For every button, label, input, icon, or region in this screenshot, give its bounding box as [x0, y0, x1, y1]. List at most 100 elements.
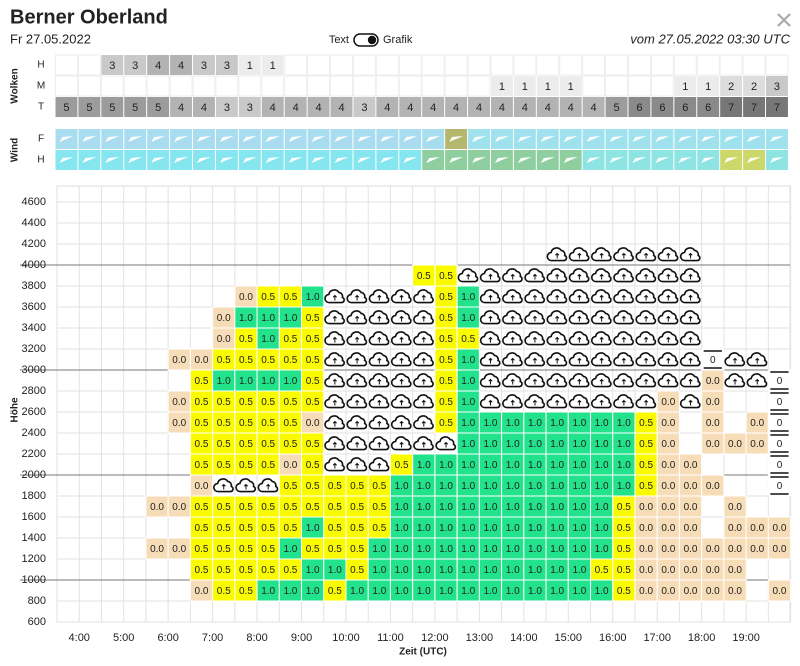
cell-value: 1.0	[372, 565, 386, 576]
cell-value: 1.0	[461, 460, 475, 471]
cell-value: 1.0	[283, 313, 297, 324]
cloud-value: 1	[270, 60, 276, 72]
cloud-cell	[628, 97, 651, 117]
wind-cell	[307, 129, 330, 149]
cell-value: 1.0	[261, 313, 275, 324]
cell-value: 1.0	[572, 439, 586, 450]
cloud-cell	[352, 75, 376, 97]
cloud-cell	[720, 97, 743, 117]
cell-value: 1.0	[484, 418, 498, 429]
cloud-cell	[170, 97, 193, 117]
cell-value: 0	[777, 376, 783, 387]
cell-value: 0.0	[750, 418, 764, 429]
cell-value: 0.5	[283, 292, 297, 303]
wind-cell	[445, 150, 468, 170]
cell-value: 0.5	[306, 502, 320, 513]
y-tick-label: 3800	[22, 280, 46, 292]
x-tick-label: 19:00	[732, 632, 760, 644]
cloud-value: 4	[545, 102, 551, 114]
cloud-cell	[766, 97, 788, 117]
cell-value: 0.0	[661, 544, 675, 555]
cell-value: 0.0	[684, 502, 698, 513]
cloud-cell	[147, 55, 170, 75]
wind-arrow	[59, 136, 74, 142]
wind-arrow	[151, 136, 166, 142]
cell-value: 0.5	[439, 418, 453, 429]
cloud-cell	[421, 54, 445, 76]
cloud-cell	[147, 97, 170, 117]
cell-value: 0.5	[306, 376, 320, 387]
wind-cell	[284, 150, 307, 170]
cell-value: 1.0	[484, 523, 498, 534]
cloud-value: 5	[132, 102, 138, 114]
cloud-cell	[238, 97, 261, 117]
cloud-cell	[719, 54, 743, 76]
toggle-knob	[367, 35, 377, 45]
cell-value: 1.0	[461, 523, 475, 534]
x-tick-label: 4:00	[69, 632, 90, 644]
cell-value: 1.0	[461, 586, 475, 597]
close-button[interactable]	[777, 13, 791, 27]
y-tick-label: 1600	[22, 511, 46, 523]
cloud-value: 6	[659, 102, 665, 114]
cell-value: 1.0	[528, 460, 542, 471]
y-tick-label: 4600	[22, 196, 46, 208]
cloud-value: 4	[270, 102, 276, 114]
cell-value: 1.0	[506, 418, 520, 429]
wind-arrow	[59, 157, 74, 163]
cell-value: 1.0	[439, 565, 453, 576]
cell-value: 1.0	[484, 502, 498, 513]
cell-value: 0.5	[239, 397, 253, 408]
cell-value: 1.0	[395, 481, 409, 492]
cell-value: 0.0	[706, 418, 720, 429]
cell-value: 0.5	[283, 481, 297, 492]
cell-value: 0	[710, 355, 716, 366]
cell-value: 0.5	[195, 544, 209, 555]
wind-arrow	[655, 157, 670, 163]
cell-value: 0.5	[195, 439, 209, 450]
toggle-grafik[interactable]: Grafik	[383, 34, 413, 46]
cell-value: 1.0	[550, 418, 564, 429]
cell-value: 0.0	[728, 439, 742, 450]
y-tick-label: 600	[28, 616, 46, 628]
cloud-cell	[650, 54, 674, 76]
cell-value: 0.5	[639, 439, 653, 450]
cell-value: 0.0	[172, 502, 186, 513]
wind-cell	[307, 150, 330, 170]
cloud-value: 6	[682, 102, 688, 114]
cloud-cell	[375, 75, 399, 97]
cloud-cell	[559, 97, 582, 117]
cloud-cell	[101, 55, 124, 75]
cell-value: 0.5	[439, 292, 453, 303]
cell-value: 1.0	[528, 586, 542, 597]
cell-value: 1.0	[439, 544, 453, 555]
cell-value: 1.0	[395, 565, 409, 576]
cell-value: 0.0	[706, 397, 720, 408]
cell-value: 0.5	[306, 334, 320, 345]
cloud-cell	[743, 76, 766, 96]
cloud-cell	[742, 54, 766, 76]
wind-arrow	[128, 157, 143, 163]
x-tick-label: 12:00	[421, 632, 449, 644]
cell-value: 0.5	[261, 355, 275, 366]
cell-value: 0.5	[239, 418, 253, 429]
toggle-text[interactable]: Text	[329, 34, 349, 46]
cloud-value: 5	[155, 102, 161, 114]
cloud-value: 1	[247, 60, 253, 72]
cell-value: 0.5	[306, 481, 320, 492]
wind-cell	[445, 129, 468, 149]
cell-value: 0.5	[306, 313, 320, 324]
cell-value: 0.5	[239, 439, 253, 450]
cell-value: 1.0	[417, 502, 431, 513]
cloud-cell	[421, 75, 445, 97]
wind-arrow	[540, 136, 555, 142]
cell-value: 1.0	[595, 418, 609, 429]
y-axis-label: Höhe	[10, 397, 21, 422]
wind-cell	[468, 150, 490, 170]
cloud-cell	[55, 54, 78, 76]
wind-arrow	[242, 136, 257, 142]
cell-value: 0.0	[217, 334, 231, 345]
wind-arrow	[655, 136, 670, 142]
wind-arrow	[128, 136, 143, 142]
cell-value: 1.0	[439, 523, 453, 534]
